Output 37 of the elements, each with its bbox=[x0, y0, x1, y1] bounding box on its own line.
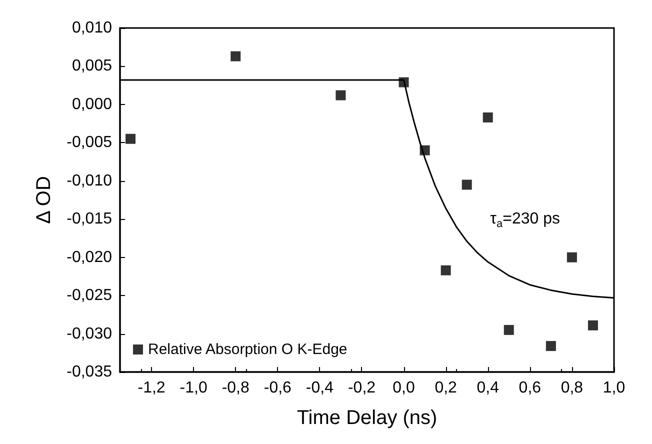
x-tick-label: -0,4 bbox=[306, 380, 334, 396]
y-tick-label: 0,005 bbox=[72, 58, 112, 75]
point bbox=[420, 145, 430, 156]
y-tick-label: -0,035 bbox=[66, 364, 112, 380]
point bbox=[588, 320, 598, 330]
x-axis-title: Time Delay (ns) bbox=[296, 407, 438, 429]
y-tick-label: -0,030 bbox=[66, 325, 112, 342]
y-tick-label: -0,010 bbox=[66, 172, 112, 190]
x-tick-label: -1,0 bbox=[180, 380, 208, 396]
legend-label: Relative Absorption O K-Edge bbox=[148, 341, 348, 358]
x-tick-label: -1,2 bbox=[138, 380, 166, 396]
x-tick-label: 1,0 bbox=[602, 380, 626, 396]
y-tick-label: -0,015 bbox=[66, 210, 112, 228]
x-tick-label: 0,0 bbox=[392, 380, 416, 396]
x-tick-label: 0,6 bbox=[518, 380, 542, 396]
x-tick-label: 0,4 bbox=[476, 380, 500, 396]
point bbox=[546, 341, 556, 352]
y-tick-label: -0,005 bbox=[66, 134, 112, 152]
point bbox=[504, 324, 514, 335]
point bbox=[440, 265, 451, 276]
point bbox=[398, 77, 409, 88]
point bbox=[336, 90, 346, 100]
x-tick-label: -0,6 bbox=[264, 380, 292, 396]
y-tick-label: -0,020 bbox=[66, 248, 112, 266]
y-tick-label: -0,025 bbox=[66, 287, 112, 304]
x-tick-label: -0,2 bbox=[348, 380, 376, 396]
x-tick-label: 0,8 bbox=[560, 380, 584, 396]
x-tick-label: -0,8 bbox=[222, 380, 250, 396]
x-tick-label: 0,2 bbox=[434, 380, 458, 396]
point bbox=[482, 112, 493, 122]
point bbox=[462, 180, 472, 190]
y-tick-label: 0,010 bbox=[72, 20, 112, 36]
y-tick-label: 0,000 bbox=[72, 96, 112, 113]
point bbox=[230, 51, 241, 62]
point bbox=[566, 252, 577, 262]
point bbox=[126, 134, 136, 144]
y-axis-title: Δ OD bbox=[33, 176, 55, 224]
